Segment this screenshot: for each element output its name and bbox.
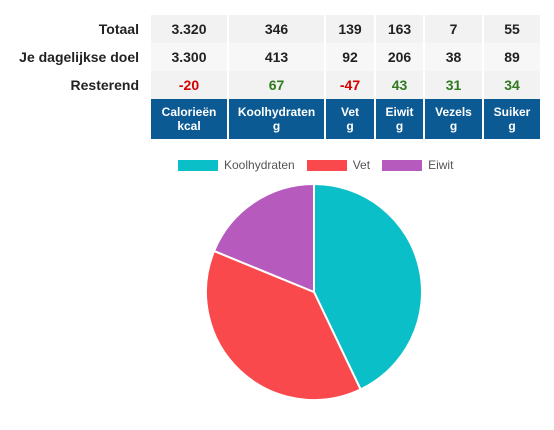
header-vezels-name: Vezels bbox=[435, 105, 472, 119]
header-eiwit: Eiwit g bbox=[374, 99, 424, 139]
legend-swatch-vet bbox=[306, 159, 347, 171]
cell-totaal-koolhydraten: 346 bbox=[227, 15, 325, 43]
row-dagelijkse-doel: Je dagelijkse doel 3.300 413 92 206 38 8… bbox=[0, 43, 540, 71]
row-label-totaal: Totaal bbox=[98, 21, 139, 37]
header-vet-unit: g bbox=[346, 119, 354, 133]
header-calorieen: Calorieën kcal bbox=[149, 99, 228, 139]
cell-totaal-vezels: 7 bbox=[423, 15, 483, 43]
header-suiker-unit: g bbox=[508, 119, 516, 133]
header-eiwit-name: Eiwit bbox=[385, 105, 414, 119]
legend-swatch-eiwit bbox=[382, 159, 423, 171]
pie-slice-eiwit[interactable] bbox=[212, 182, 315, 294]
legend-item-koolhydraten[interactable]: Koolhydraten bbox=[178, 158, 295, 172]
header-calorieen-name: Calorieën bbox=[161, 105, 217, 119]
cell-doel-vet: 92 bbox=[324, 43, 375, 71]
cell-totaal-calorieen: 3.320 bbox=[149, 15, 228, 43]
legend-swatch-koolhydraten bbox=[178, 159, 218, 171]
header-spacer bbox=[0, 99, 150, 139]
legend-label-vet: Vet bbox=[352, 158, 371, 172]
cell-totaal-suiker: 55 bbox=[482, 15, 540, 43]
legend-item-vet[interactable]: Vet bbox=[306, 158, 371, 172]
header-calorieen-unit: kcal bbox=[177, 119, 201, 133]
cell-totaal-vet: 139 bbox=[324, 15, 375, 43]
cell-resterend-vet: -47 bbox=[324, 71, 375, 99]
legend-label-eiwit: Eiwit bbox=[428, 158, 454, 172]
cell-resterend-calorieen: -20 bbox=[149, 71, 228, 99]
pie-slice-koolhydraten[interactable] bbox=[313, 182, 423, 391]
legend-label-koolhydraten: Koolhydraten bbox=[224, 158, 295, 172]
header-koolhydraten-name: Koolhydraten bbox=[237, 105, 316, 119]
header-suiker-name: Suiker bbox=[493, 105, 531, 119]
header-koolhydraten-unit: g bbox=[272, 119, 281, 133]
cell-doel-suiker: 89 bbox=[482, 43, 540, 71]
header-vet: Vet g bbox=[324, 99, 375, 139]
header-eiwit-unit: g bbox=[395, 119, 404, 133]
cell-doel-calorieen: 3.300 bbox=[149, 43, 228, 71]
header-vet-name: Vet bbox=[340, 105, 359, 119]
pie-slice-vet[interactable] bbox=[205, 249, 362, 401]
nutrition-summary-table: Totaal 3.320 346 139 163 7 55 Je dagelij… bbox=[0, 15, 540, 139]
header-vezels: Vezels g bbox=[423, 99, 483, 139]
legend-item-eiwit[interactable]: Eiwit bbox=[382, 158, 453, 172]
macronutrient-pie-chart bbox=[205, 182, 423, 401]
header-koolhydraten: Koolhydraten g bbox=[227, 99, 325, 139]
row-label-resterend: Resterend bbox=[70, 77, 139, 93]
row-label-doel: Je dagelijkse doel bbox=[19, 49, 139, 65]
header-vezels-unit: g bbox=[449, 119, 458, 133]
cell-doel-vezels: 38 bbox=[423, 43, 483, 71]
header-suiker: Suiker g bbox=[482, 99, 540, 139]
nutrient-header-row: Calorieën kcal Koolhydraten g Vet g Eiwi… bbox=[0, 99, 540, 139]
row-totaal: Totaal 3.320 346 139 163 7 55 bbox=[0, 15, 540, 43]
cell-resterend-eiwit: 43 bbox=[374, 71, 424, 99]
row-resterend: Resterend -20 67 -47 43 31 34 bbox=[0, 71, 540, 99]
cell-doel-eiwit: 206 bbox=[374, 43, 424, 71]
cell-resterend-koolhydraten: 67 bbox=[227, 71, 325, 99]
chart-legend: Koolhydraten Vet Eiwit bbox=[178, 158, 465, 172]
cell-doel-koolhydraten: 413 bbox=[227, 43, 325, 71]
cell-totaal-eiwit: 163 bbox=[374, 15, 424, 43]
cell-resterend-suiker: 34 bbox=[482, 71, 540, 99]
cell-resterend-vezels: 31 bbox=[423, 71, 483, 99]
